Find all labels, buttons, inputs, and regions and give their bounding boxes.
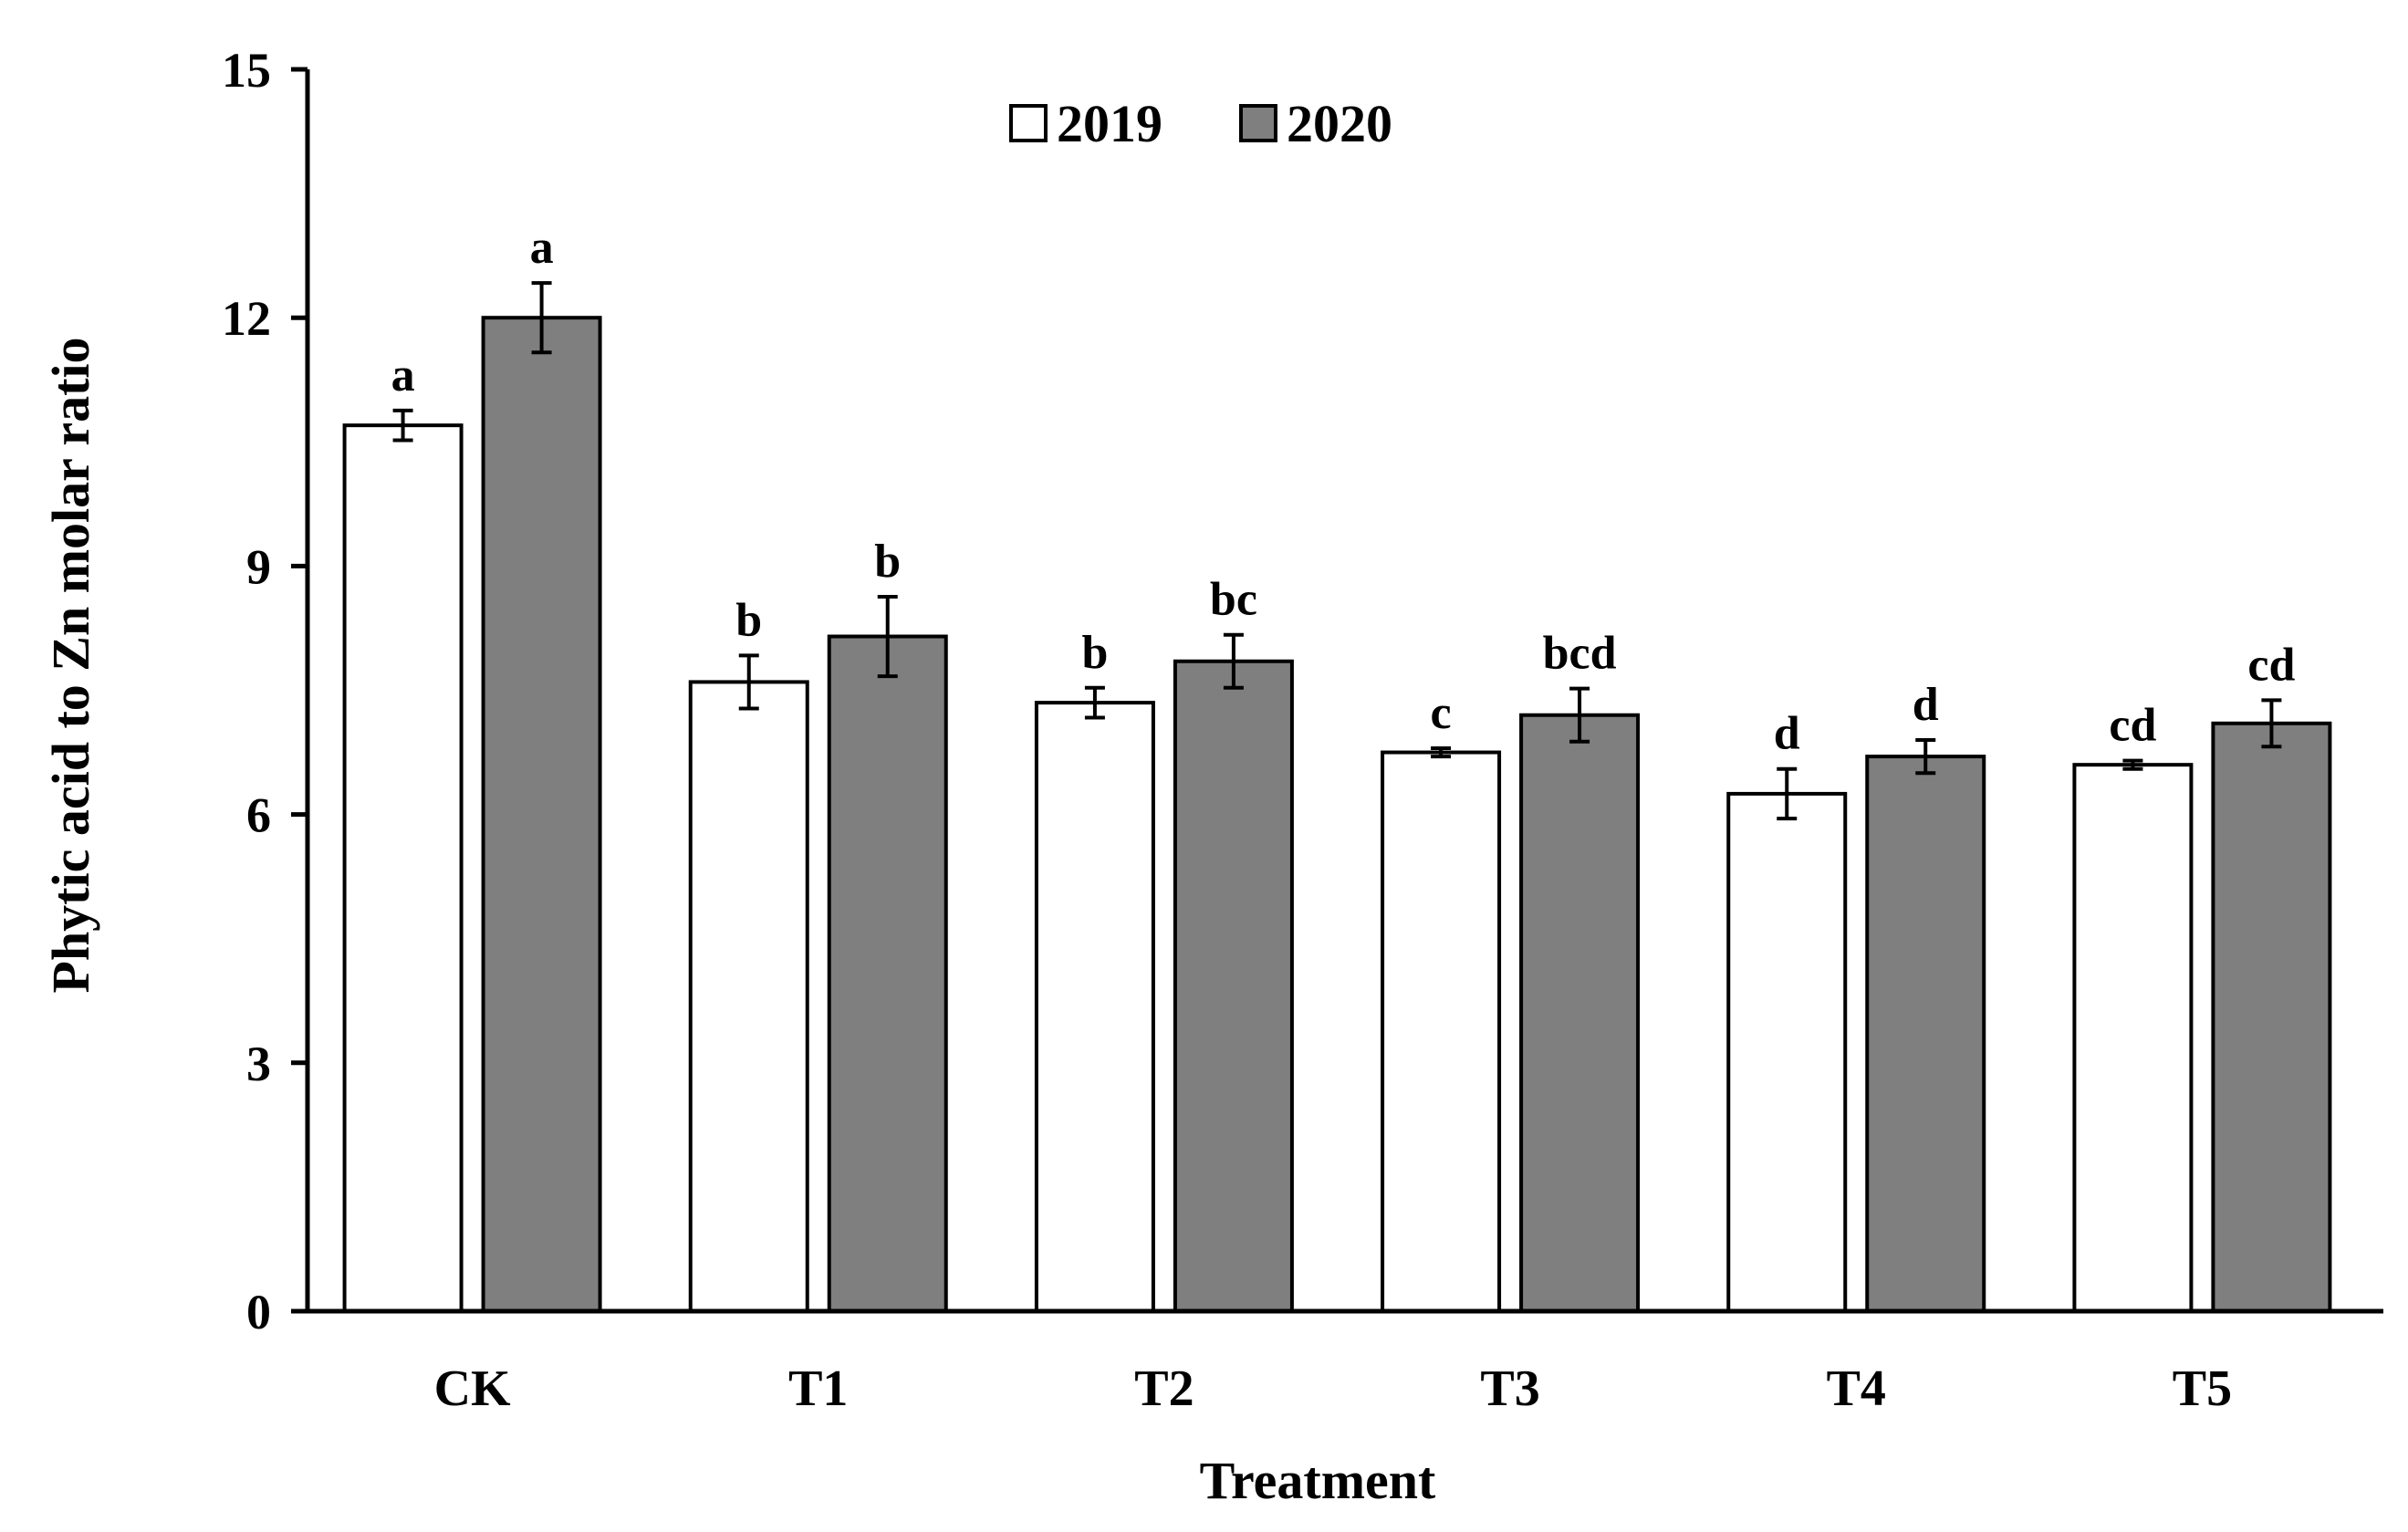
x-axis-title: Treatment bbox=[1200, 1451, 1436, 1510]
y-tick-label: 9 bbox=[246, 539, 271, 594]
y-tick-label: 3 bbox=[246, 1037, 271, 1091]
bar-2019-T5 bbox=[2072, 763, 2194, 1313]
significance-letter-2020-T1: b bbox=[874, 536, 901, 588]
x-tick-label: T4 bbox=[1827, 1360, 1886, 1417]
error-bars-layer bbox=[392, 281, 2282, 821]
legend-swatch-2020 bbox=[1239, 104, 1277, 142]
y-tick-label: 12 bbox=[222, 291, 271, 346]
legend-label-2020: 2020 bbox=[1287, 94, 1392, 153]
bar-2020-CK bbox=[481, 316, 602, 1314]
bar-2019-T4 bbox=[1726, 791, 1848, 1313]
significance-letter-2020-T4: d bbox=[1913, 679, 1939, 731]
significance-letter-2019-CK: a bbox=[391, 349, 415, 401]
significance-letter-2019-T5: cd bbox=[2109, 700, 2156, 752]
significance-letter-2020-CK: a bbox=[530, 222, 554, 274]
y-tick-label: 6 bbox=[246, 788, 271, 843]
bars-layer bbox=[342, 316, 2332, 1314]
bar-2020-T1 bbox=[827, 634, 948, 1313]
bar-2020-T2 bbox=[1173, 659, 1294, 1313]
significance-letter-2020-T5: cd bbox=[2247, 639, 2295, 691]
significance-letter-2019-T3: c bbox=[1431, 687, 1452, 739]
bar-2020-T3 bbox=[1519, 713, 1641, 1313]
significance-letter-2020-T3: bcd bbox=[1543, 628, 1617, 680]
x-tick-label: T1 bbox=[788, 1360, 848, 1417]
bar-2019-CK bbox=[342, 423, 464, 1313]
bar-2019-T1 bbox=[688, 680, 809, 1313]
bar-2019-T3 bbox=[1381, 750, 1502, 1313]
bar-2020-T4 bbox=[1865, 755, 1986, 1313]
legend-label-2019: 2019 bbox=[1057, 94, 1162, 153]
x-tick-label: CK bbox=[434, 1360, 511, 1417]
y-tick-label: 15 bbox=[222, 43, 271, 98]
significance-letters-layer: a a b b b bc c bcd d d cd cd bbox=[391, 222, 2296, 760]
significance-letter-2020-T2: bc bbox=[1210, 574, 1257, 626]
legend-swatch-2019 bbox=[1009, 104, 1048, 142]
bar-2020-T5 bbox=[2211, 721, 2332, 1313]
significance-letter-2019-T1: b bbox=[735, 594, 762, 646]
legend: 2019 2020 bbox=[1009, 94, 1392, 153]
y-tick-label: 0 bbox=[246, 1285, 271, 1339]
significance-letter-2019-T2: b bbox=[1081, 627, 1108, 679]
y-axis-title: Phytic acid to Zn molar ratio bbox=[41, 337, 100, 993]
significance-letter-2019-T4: d bbox=[1774, 708, 1800, 760]
bar-2019-T2 bbox=[1034, 701, 1155, 1313]
x-tick-label: T2 bbox=[1134, 1360, 1194, 1417]
x-tick-label: T3 bbox=[1480, 1360, 1539, 1417]
x-axis-tick-labels: CK T1 T2 T3 T4 T5 bbox=[434, 1360, 2233, 1417]
x-tick-label: T5 bbox=[2173, 1360, 2232, 1417]
y-axis-ticks: 0 3 6 9 12 15 bbox=[222, 43, 308, 1339]
